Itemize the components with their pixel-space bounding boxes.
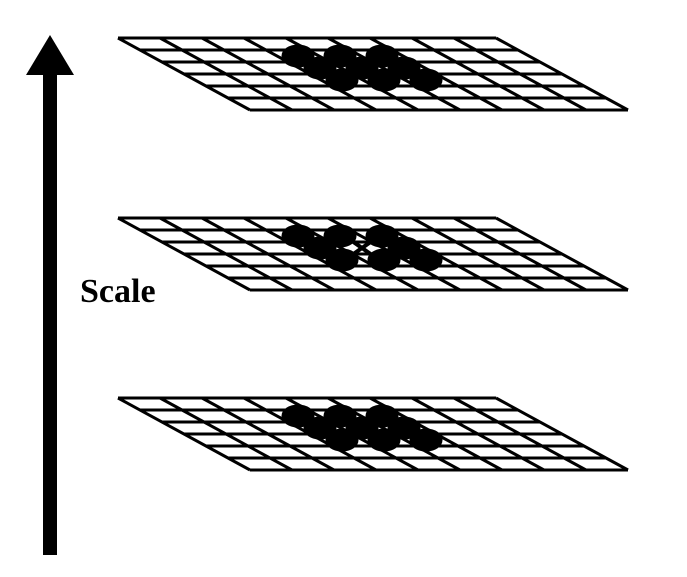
grid-layer-0 [118, 38, 628, 110]
center-dot [346, 417, 378, 439]
neighbor-dot [282, 405, 314, 427]
neighbor-dot [324, 225, 356, 247]
grid-layer-1 [118, 218, 628, 290]
neighbor-dot [282, 45, 314, 67]
scale-axis-label: Scale [80, 273, 156, 311]
scale-arrow-head [26, 35, 74, 75]
neighbor-dot [282, 225, 314, 247]
grid-layer-2 [118, 398, 628, 470]
center-dot [346, 57, 378, 79]
